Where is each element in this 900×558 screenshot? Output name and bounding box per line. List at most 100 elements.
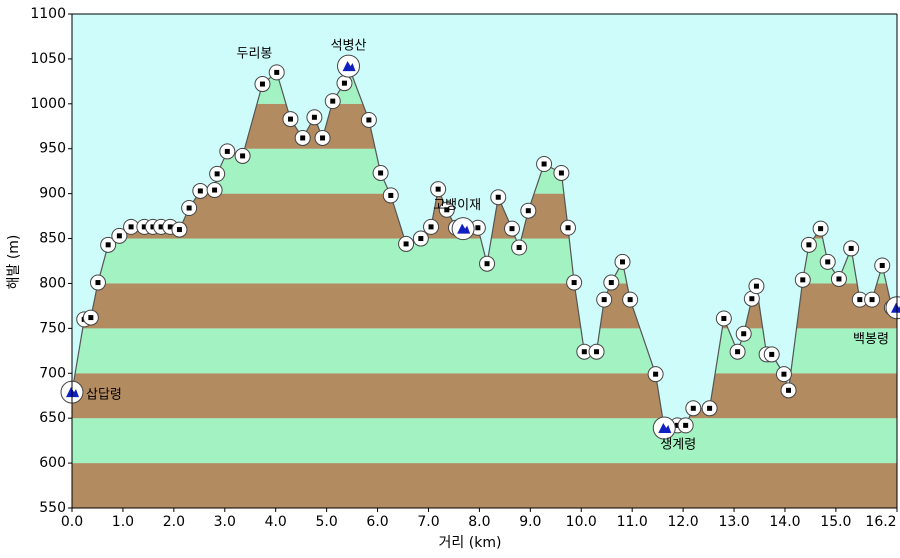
waypoint-marker: [536, 155, 553, 172]
marker-square: [721, 315, 727, 321]
waypoint-marker: [372, 164, 389, 181]
x-axis-label: 거리 (km): [439, 535, 502, 551]
waypoint-marker: [479, 255, 496, 272]
waypoint-marker: [206, 182, 223, 199]
marker-square: [753, 283, 759, 289]
waypoint-marker: [314, 129, 331, 146]
marker-square: [565, 225, 571, 231]
waypoint-marker: [282, 111, 299, 128]
x-tick-label: 6.0: [366, 514, 388, 530]
marker-square: [525, 208, 531, 214]
marker-square: [116, 233, 122, 239]
marker-square: [418, 236, 424, 242]
marker-square: [150, 224, 156, 230]
waypoint-marker: [294, 129, 311, 146]
marker-square: [516, 245, 522, 251]
waypoint-marker: [614, 253, 631, 270]
marker-square: [259, 81, 265, 87]
marker-square: [781, 371, 787, 377]
marker-square: [88, 315, 94, 321]
marker-square: [186, 205, 192, 211]
waypoint-marker: [800, 236, 817, 253]
landmark-label: 두리봉: [237, 47, 273, 62]
marker-square: [212, 187, 218, 193]
waypoint-marker: [553, 164, 570, 181]
marker-square: [608, 280, 614, 286]
waypoint-marker: [511, 239, 528, 256]
marker-square: [825, 259, 831, 265]
marker-square: [128, 224, 134, 230]
marker-square: [403, 241, 409, 247]
marker-square: [749, 296, 755, 302]
y-tick-label: 600: [39, 455, 66, 471]
landmark-icon: [652, 416, 676, 440]
y-tick-label: 850: [39, 231, 66, 247]
waypoint-marker: [382, 187, 399, 204]
waypoint-marker: [360, 111, 377, 128]
landmark-label: 삽답령: [86, 388, 122, 403]
icon-mountain: [658, 423, 672, 434]
marker-square: [509, 226, 515, 232]
marker-square: [848, 245, 854, 251]
x-tick-label: 7.0: [417, 514, 439, 530]
landmark-label: 석병산: [331, 39, 367, 54]
marker-square: [197, 188, 203, 194]
waypoint-marker: [588, 343, 605, 360]
x-tick-label: 0.0: [61, 514, 83, 530]
waypoint-marker: [181, 200, 198, 217]
marker-square: [806, 242, 812, 248]
marker-square: [428, 224, 434, 230]
waypoint-marker: [171, 221, 188, 238]
marker-square: [571, 280, 577, 286]
x-tick-label: 5.0: [315, 514, 337, 530]
y-tick-label: 900: [39, 186, 66, 202]
landmark-icon: [451, 217, 475, 241]
waypoint-marker: [603, 274, 620, 291]
marker-square: [879, 262, 885, 268]
waypoint-marker: [438, 201, 455, 218]
marker-square: [581, 349, 587, 355]
y-tick-label: 1050: [30, 51, 66, 67]
waypoint-marker: [336, 75, 353, 92]
waypoint-marker: [100, 236, 117, 253]
y-tick-label: 800: [39, 275, 66, 291]
marker-square: [214, 171, 220, 177]
y-tick-label: 650: [39, 410, 66, 426]
y-tick-label: 1000: [30, 96, 66, 112]
waypoint-marker: [812, 220, 829, 237]
y-axis-label: 해발 (m): [6, 235, 22, 290]
elevation-band: [72, 463, 897, 508]
waypoint-marker: [864, 291, 881, 308]
x-tick-label: 16.2: [865, 514, 896, 530]
x-tick-label: 1.0: [112, 514, 134, 530]
marker-square: [620, 259, 626, 265]
marker-square: [311, 114, 317, 120]
waypoint-marker: [763, 346, 780, 363]
marker-square: [158, 224, 164, 230]
marker-square: [475, 225, 481, 231]
marker-square: [444, 207, 450, 213]
waypoint-marker: [520, 202, 537, 219]
waypoint-marker: [794, 271, 811, 288]
x-tick-label: 8.0: [468, 514, 490, 530]
marker-square: [541, 161, 547, 167]
marker-square: [836, 276, 842, 282]
marker-square: [690, 405, 696, 411]
marker-square: [495, 194, 501, 200]
y-tick-label: 950: [39, 141, 66, 157]
x-tick-label: 9.0: [519, 514, 541, 530]
x-tick-label: 11.0: [617, 514, 648, 530]
x-tick-label: 12.0: [668, 514, 699, 530]
marker-square: [769, 351, 775, 357]
y-tick-label: 550: [39, 500, 66, 516]
marker-square: [435, 186, 441, 192]
marker-square: [176, 227, 182, 233]
waypoint-marker: [596, 291, 613, 308]
icon-mountain: [891, 302, 900, 313]
waypoint-marker: [566, 274, 583, 291]
marker-square: [287, 116, 293, 122]
waypoint-marker: [219, 143, 236, 160]
marker-square: [366, 117, 372, 123]
waypoint-marker: [254, 76, 271, 93]
